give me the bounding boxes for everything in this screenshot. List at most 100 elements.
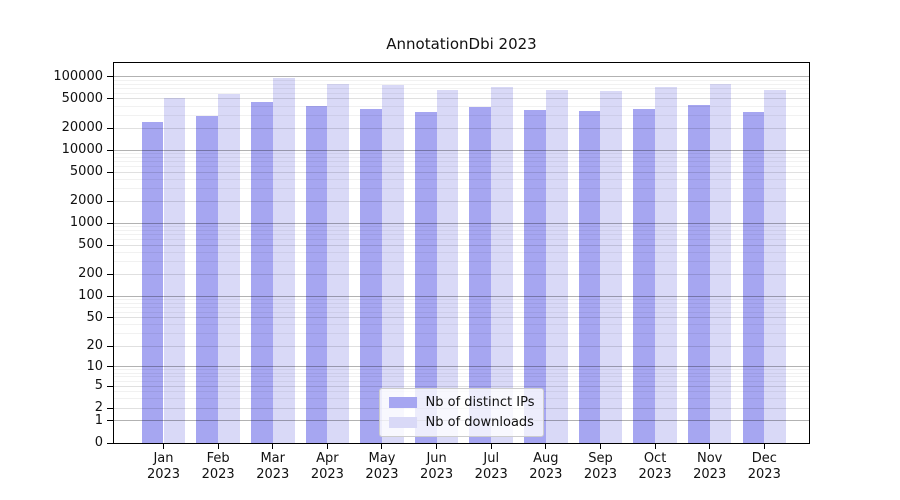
x-label-month-jan: Jan [153, 451, 174, 466]
x-label-may-2023: May 2023 [342, 451, 422, 483]
x-label-year-oct-2023: 2023 [638, 467, 672, 482]
bar-nb-of-distinct-ips-dec-2023 [742, 112, 765, 443]
y-tick-20 [107, 345, 113, 347]
x-label-apr-2023: Apr 2023 [287, 451, 367, 483]
y-tick-200 [107, 273, 113, 275]
bar-nb-of-distinct-ips-jul-2023 [469, 106, 492, 443]
x-label-year-feb-2023: 2023 [201, 467, 235, 482]
y-tick-5 [107, 385, 113, 387]
gridline-1000 [114, 222, 809, 224]
gridline-minor-6000 [114, 165, 809, 167]
x-tick-apr-2023 [326, 444, 328, 449]
gridline-minor-90000 [114, 79, 809, 81]
x-label-year-aug-2023: 2023 [529, 467, 563, 482]
y-tick-label-0: 0 [94, 435, 103, 450]
x-label-month-jun: Jun [426, 451, 447, 466]
gridline-50 [114, 317, 809, 319]
y-tick-label-20: 20 [86, 338, 103, 354]
y-tick-label-50: 50 [86, 309, 103, 325]
x-label-feb-2023: Feb 2023 [178, 451, 258, 483]
x-label-month-nov: Nov [697, 451, 723, 466]
x-tick-aug-2023 [545, 444, 547, 449]
x-tick-oct-2023 [654, 444, 656, 449]
y-tick-50000 [107, 98, 113, 100]
gridline-minor-70 [114, 306, 809, 308]
gridline-minor-300 [114, 261, 809, 263]
y-tick-label-5000: 5000 [69, 164, 103, 180]
gridline-minor-600 [114, 239, 809, 241]
bar-nb-of-downloads-feb-2023 [218, 93, 240, 443]
legend-swatch-nb-of-distinct-ips [388, 397, 417, 408]
x-label-year-jun-2023: 2023 [420, 467, 454, 482]
legend-item-nb-of-downloads: Nb of downloads [388, 414, 535, 431]
legend: Nb of distinct IPs Nb of downloads [378, 388, 545, 437]
y-tick-label-100000: 100000 [53, 68, 103, 84]
y-tick-2000 [107, 200, 113, 202]
gridline-minor-3000 [114, 187, 809, 189]
x-label-year-nov-2023: 2023 [693, 467, 727, 482]
bar-nb-of-downloads-jul-2023 [491, 86, 514, 443]
x-tick-jul-2023 [490, 444, 492, 449]
gridline-minor-30 [114, 333, 809, 335]
x-tick-mar-2023 [272, 444, 274, 449]
x-label-sep-2023: Sep 2023 [560, 451, 640, 483]
x-label-year-may-2023: 2023 [365, 467, 399, 482]
x-label-month-may: May [368, 451, 396, 466]
x-label-year-jul-2023: 2023 [474, 467, 508, 482]
gridline-minor-8 [114, 372, 809, 374]
gridline-minor-6 [114, 380, 809, 382]
gridline-minor-80000 [114, 83, 809, 85]
y-tick-label-2000: 2000 [69, 193, 103, 209]
y-tick-label-1000: 1000 [69, 215, 103, 231]
gridline-20 [114, 345, 809, 347]
x-label-year-apr-2023: 2023 [310, 467, 344, 482]
x-label-month-oct: Oct [643, 451, 667, 466]
gridline-minor-30000 [114, 114, 809, 116]
gridline-2000 [114, 200, 809, 202]
bar-nb-of-downloads-mar-2023 [272, 78, 295, 443]
x-label-month-sep: Sep [588, 451, 613, 466]
gridline-100 [114, 295, 809, 297]
x-tick-feb-2023 [217, 444, 219, 449]
gridline-minor-40 [114, 324, 809, 326]
y-tick-100 [107, 295, 113, 297]
y-tick-label-2: 2 [94, 400, 103, 416]
bar-nb-of-downloads-dec-2023 [764, 89, 787, 443]
gridline-200 [114, 273, 809, 275]
gridline-minor-9 [114, 369, 809, 371]
bar-nb-of-distinct-ips-nov-2023 [687, 104, 710, 443]
y-tick-0 [107, 442, 113, 444]
x-tick-jun-2023 [436, 444, 438, 449]
gridline-10 [114, 366, 809, 368]
gridline-minor-7000 [114, 160, 809, 162]
gridline-minor-40000 [114, 105, 809, 107]
x-label-month-mar: Mar [260, 451, 285, 466]
bar-nb-of-downloads-may-2023 [381, 85, 404, 443]
x-label-month-aug: Aug [533, 451, 559, 466]
x-label-jul-2023: Jul 2023 [451, 451, 531, 483]
bar-nb-of-downloads-sep-2023 [600, 91, 623, 443]
bar-nb-of-distinct-ips-jan-2023 [141, 121, 164, 443]
gridline-minor-60 [114, 311, 809, 313]
bar-nb-of-downloads-jun-2023 [436, 90, 459, 443]
y-tick-label-100: 100 [78, 288, 103, 304]
y-tick-500 [107, 244, 113, 246]
bar-nb-of-downloads-nov-2023 [709, 83, 732, 443]
y-tick-100000 [107, 76, 113, 78]
legend-swatch-nb-of-downloads [388, 417, 417, 428]
gridline-minor-90 [114, 299, 809, 301]
x-label-oct-2023: Oct 2023 [615, 451, 695, 483]
gridline-minor-4000 [114, 178, 809, 180]
bar-nb-of-distinct-ips-mar-2023 [250, 101, 273, 443]
bar-nb-of-distinct-ips-may-2023 [360, 108, 382, 443]
bar-nb-of-downloads-apr-2023 [327, 84, 350, 443]
bar-nb-of-downloads-oct-2023 [655, 87, 677, 443]
x-label-month-dec: Dec [751, 451, 777, 466]
x-tick-jan-2023 [163, 444, 164, 449]
x-tick-dec-2023 [763, 444, 765, 449]
x-label-nov-2023: Nov 2023 [670, 451, 750, 483]
gridline-minor-900 [114, 226, 809, 228]
y-tick-20000 [107, 127, 113, 129]
gridline-50000 [114, 98, 809, 100]
